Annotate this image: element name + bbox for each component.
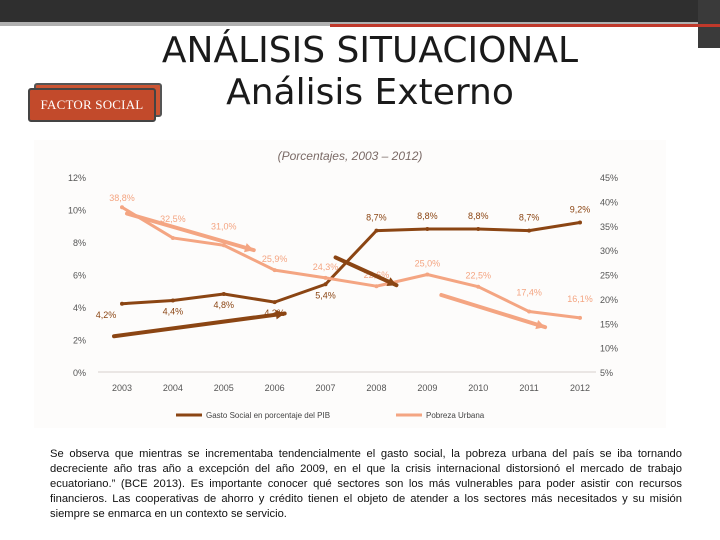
gasto-social-point (578, 220, 582, 225)
y-right-tick-label: 15% (600, 319, 618, 329)
y-right-tick-label: 40% (600, 197, 618, 207)
y-left-tick-label: 12% (68, 173, 86, 183)
pobreza-urbana-data-label: 16,1% (567, 294, 593, 304)
title-line-1: ANÁLISIS SITUACIONAL (161, 30, 579, 71)
pobreza-urbana-data-label: 22,5% (465, 271, 491, 281)
pobreza-decline-arrow (439, 292, 548, 330)
gasto-social-data-label: 4,8% (214, 300, 235, 310)
pobreza-urbana-point (170, 235, 175, 240)
pobreza-urbana-data-label: 25,0% (415, 259, 441, 269)
pobreza-urbana-point (272, 268, 277, 273)
gasto-social-data-label: 8,7% (366, 213, 387, 223)
x-tick-label: 2008 (366, 383, 386, 393)
chart-subtitle: (Porcentajes, 2003 – 2012) (278, 149, 423, 163)
line-chart: (Porcentajes, 2003 – 2012) 0% 2% 4% 6% 8% 10% 1… (68, 149, 618, 420)
badge-label: FACTOR SOCIAL (40, 97, 144, 112)
y-right-tick-label: 5% (600, 368, 613, 378)
pobreza-urbana-point (221, 243, 226, 248)
gasto-social-line (121, 221, 581, 306)
y-right-tick-label: 25% (600, 271, 618, 281)
pobreza-urbana-point (323, 275, 328, 280)
y-right-tick-label: 10% (600, 344, 618, 354)
gasto-rise-arrow (333, 255, 399, 288)
gasto-social-point (476, 227, 481, 231)
legend-pobreza-label: Pobreza Urbana (426, 411, 485, 420)
pobreza-urbana-point (476, 284, 481, 289)
slide-title: ANÁLISIS SITUACIONAL Análisis Externo (150, 30, 590, 114)
gasto-social-point (221, 292, 226, 296)
pobreza-urbana-data-label: 17,4% (516, 288, 542, 298)
x-tick-label: 2003 (112, 383, 132, 393)
y-left-tick-label: 10% (68, 206, 86, 216)
top-bar (0, 0, 720, 48)
gasto-social-data-label: 5,4% (315, 290, 336, 300)
gasto-social-point (170, 298, 175, 303)
gasto-trend-arrow (112, 311, 287, 339)
pobreza-trend-arrow (125, 211, 256, 253)
gasto-social-data-label: 8,7% (519, 213, 540, 223)
gasto-social-data-label: 8,8% (417, 211, 438, 221)
gasto-social-data-label: 8,8% (468, 211, 489, 221)
gasto-trend-arrow-head (275, 309, 285, 320)
x-tick-label: 2007 (316, 383, 336, 393)
badge-face: FACTOR SOCIAL (28, 88, 156, 122)
gasto-social-point (120, 301, 124, 306)
x-tick-label: 2010 (468, 383, 488, 393)
pobreza-urbana-data-label: 24,3% (313, 262, 339, 272)
gasto-social-point (425, 227, 430, 231)
gasto-social-data-label: 9,2% (570, 205, 591, 215)
pobreza-urbana-data-label: 38,8% (109, 193, 135, 203)
factor-social-badge: FACTOR SOCIAL (28, 83, 162, 122)
y-left-tick-label: 6% (73, 271, 86, 281)
x-tick-label: 2009 (417, 383, 437, 393)
legend-gasto-label: Gasto Social en porcentaje del PIB (206, 411, 330, 420)
pobreza-urbana-data-label: 32,5% (160, 214, 186, 224)
title-line-2: Análisis Externo (226, 72, 514, 113)
y-left-tick-label: 0% (73, 368, 86, 378)
gasto-social-point (374, 228, 379, 233)
gasto-social-data-label: 4,2% (96, 310, 117, 320)
x-tick-label: 2004 (163, 383, 183, 393)
pobreza-urbana-data-label: 31,0% (211, 221, 237, 231)
y-left-tick-label: 2% (73, 336, 86, 346)
gasto-rise-arrow-head (386, 277, 397, 286)
pobreza-urbana-data-label: 25,9% (262, 254, 288, 264)
title-accent-line (330, 24, 720, 27)
gasto-social-point (323, 282, 328, 287)
gasto-social-data-label: 4,4% (163, 307, 184, 317)
chart-panel: (Porcentajes, 2003 – 2012) 0% 2% 4% 6% 8% 10% 1… (34, 140, 666, 428)
x-tick-label: 2011 (519, 383, 538, 393)
y-left-tick-label: 4% (73, 303, 86, 313)
x-tick-label: 2005 (214, 383, 234, 393)
pobreza-decline-arrow-head (535, 319, 546, 330)
pobreza-urbana-point (425, 272, 430, 277)
pobreza-urbana-point (578, 315, 582, 320)
pobreza-urbana-point (374, 284, 379, 289)
pobreza-urbana-line (121, 205, 581, 320)
pobreza-urbana-point (527, 309, 532, 314)
y-right-tick-label: 35% (600, 222, 618, 232)
y-right-tick-label: 30% (600, 246, 618, 256)
y-right-tick-label: 20% (600, 295, 618, 305)
x-tick-label: 2012 (570, 383, 590, 393)
y-left-tick-label: 8% (73, 238, 86, 248)
description-paragraph: Se observa que mientras se incrementaba … (50, 448, 682, 520)
x-tick-label: 2006 (265, 383, 285, 393)
y-right-tick-label: 45% (600, 173, 618, 183)
pobreza-urbana-point (120, 205, 124, 210)
gasto-social-point (527, 228, 532, 233)
gasto-social-point (272, 300, 277, 305)
pobreza-trend-arrow-head (244, 243, 254, 253)
